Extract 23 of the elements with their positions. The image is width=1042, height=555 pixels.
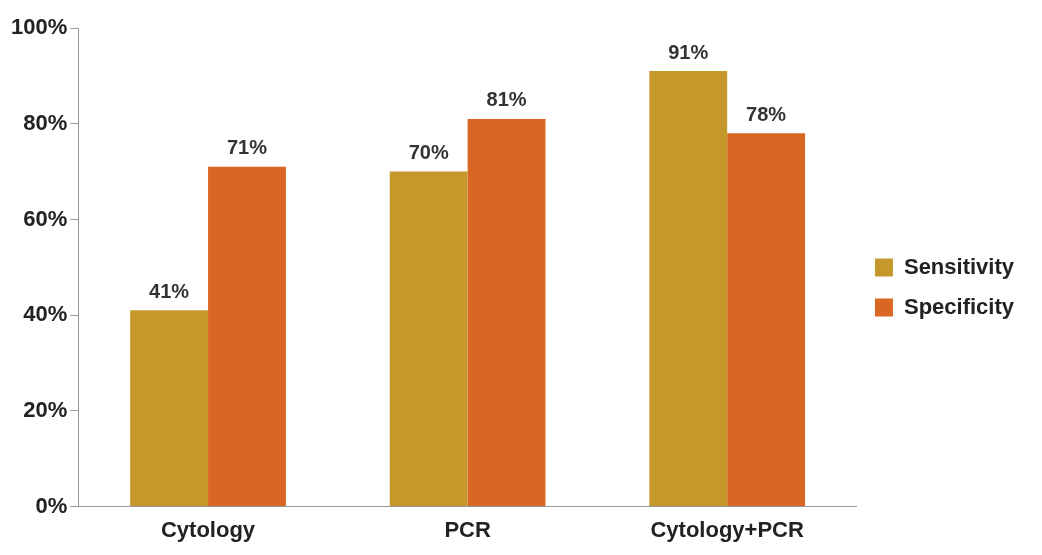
x-tick-label: PCR [444, 516, 491, 542]
bar [649, 71, 728, 507]
legend-label: Specificity [903, 293, 1015, 319]
bar [727, 133, 806, 507]
y-tick-label: 0% [35, 492, 68, 518]
data-label: 41% [149, 279, 190, 302]
y-tick-label: 100% [10, 14, 68, 40]
data-label: 70% [408, 141, 449, 164]
y-tick-label: 40% [23, 301, 68, 327]
x-tick-label: Cytology+PCR [650, 516, 804, 542]
bar [208, 166, 286, 507]
bar [467, 118, 546, 507]
legend-label: Sensitivity [903, 253, 1015, 279]
data-label: 71% [226, 136, 268, 159]
x-tick-label: Cytology [160, 516, 256, 542]
bar [130, 310, 209, 507]
data-label: 91% [668, 40, 709, 63]
y-tick-label: 60% [23, 205, 68, 231]
data-label: 81% [486, 88, 527, 111]
y-tick-label: 20% [23, 396, 68, 422]
data-label: 78% [746, 102, 787, 125]
bar [389, 171, 468, 507]
y-tick-label: 80% [23, 109, 68, 135]
